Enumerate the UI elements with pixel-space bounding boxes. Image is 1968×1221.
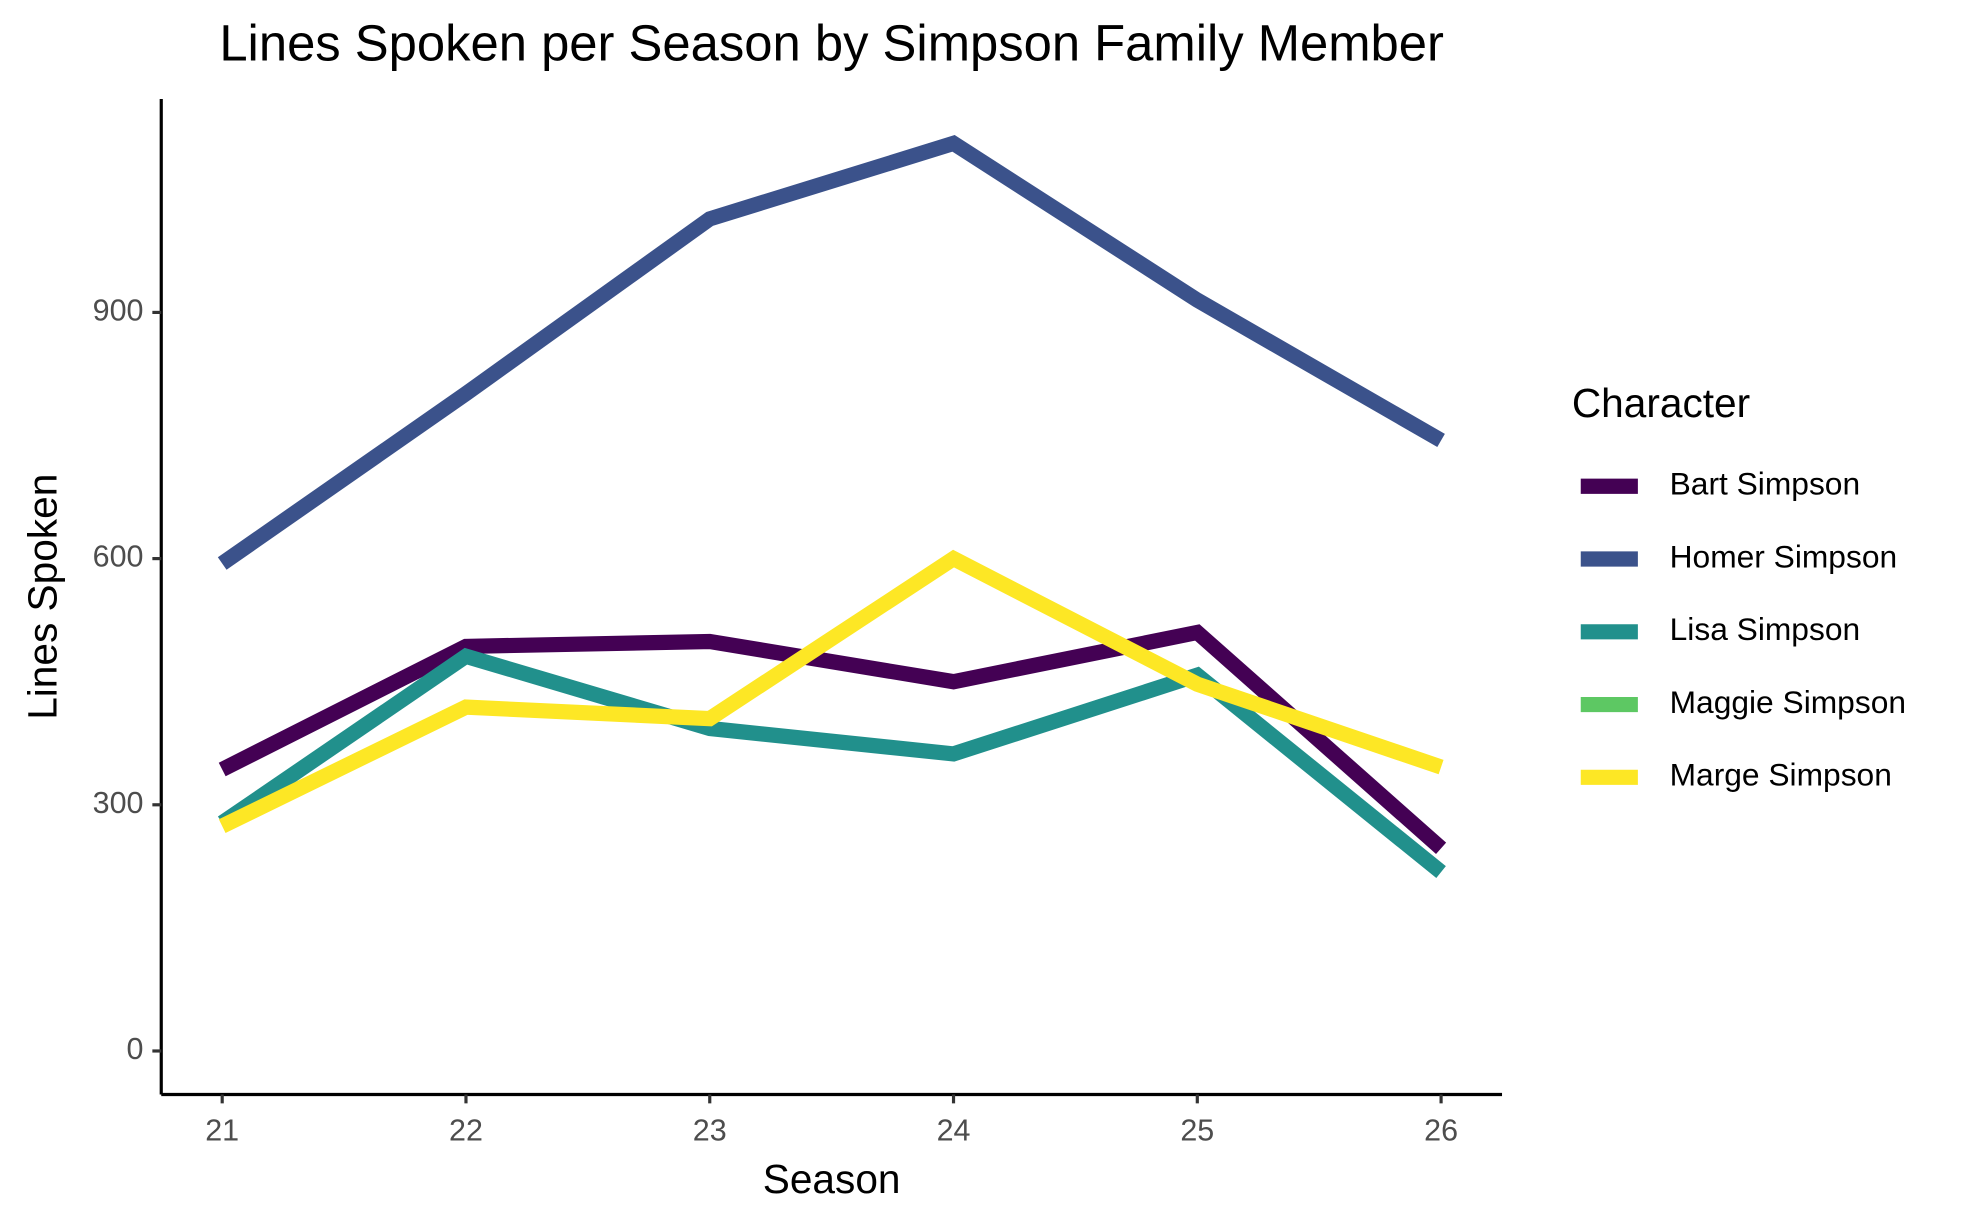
y-tick-label: 0 — [127, 1032, 144, 1066]
x-tick-label: 21 — [205, 1114, 239, 1148]
y-tick-label: 600 — [93, 540, 144, 574]
legend-label: Lisa Simpson — [1670, 611, 1860, 647]
series-line — [217, 135, 1445, 570]
y-tick-label: 900 — [93, 293, 144, 327]
x-tick-label: 23 — [693, 1114, 727, 1148]
series-line — [218, 549, 1444, 833]
y-tick-label: 300 — [93, 786, 144, 820]
legend-title: Character — [1572, 380, 1750, 426]
legend-label: Maggie Simpson — [1670, 684, 1906, 720]
x-axis-label: Season — [763, 1156, 901, 1202]
series-line — [217, 647, 1446, 879]
legend-label: Marge Simpson — [1670, 757, 1892, 793]
chart-title: Lines Spoken per Season by Simpson Famil… — [219, 14, 1444, 71]
legend-label: Bart Simpson — [1670, 466, 1860, 502]
x-tick-label: 26 — [1424, 1114, 1458, 1148]
y-axis-label: Lines Spoken — [19, 474, 65, 720]
x-tick-label: 22 — [449, 1114, 483, 1148]
x-tick-label: 24 — [937, 1114, 971, 1148]
series-line — [218, 624, 1447, 854]
legend-label: Homer Simpson — [1670, 538, 1898, 574]
x-tick-label: 25 — [1180, 1114, 1214, 1148]
